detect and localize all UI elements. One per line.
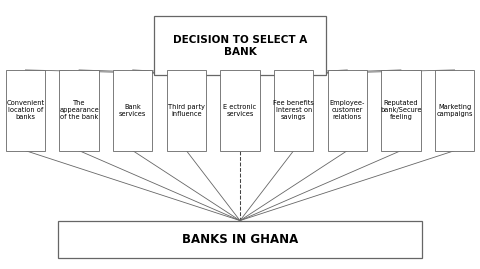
Text: Fee benefits
Interest on
savings: Fee benefits Interest on savings xyxy=(273,100,314,120)
FancyBboxPatch shape xyxy=(274,70,313,151)
Text: Bank
services: Bank services xyxy=(119,104,146,117)
FancyBboxPatch shape xyxy=(327,70,367,151)
Text: The
appearance
of the bank: The appearance of the bank xyxy=(59,100,99,120)
FancyBboxPatch shape xyxy=(220,70,260,151)
Text: Third party
influence: Third party influence xyxy=(168,104,205,117)
FancyBboxPatch shape xyxy=(381,70,420,151)
Text: Reputated
bank/Secure
feeling: Reputated bank/Secure feeling xyxy=(380,100,421,120)
Text: BANKS IN GHANA: BANKS IN GHANA xyxy=(182,233,298,246)
Text: Employee-
customer
relations: Employee- customer relations xyxy=(330,100,365,120)
Text: Marketing
campaigns: Marketing campaigns xyxy=(436,104,473,117)
FancyBboxPatch shape xyxy=(154,16,326,75)
FancyBboxPatch shape xyxy=(6,70,45,151)
FancyBboxPatch shape xyxy=(60,70,99,151)
FancyBboxPatch shape xyxy=(113,70,153,151)
FancyBboxPatch shape xyxy=(435,70,474,151)
Text: E ectronic
services: E ectronic services xyxy=(223,104,257,117)
Text: DECISION TO SELECT A
BANK: DECISION TO SELECT A BANK xyxy=(173,35,307,56)
Text: Convenient
location of
banks: Convenient location of banks xyxy=(6,100,45,120)
FancyBboxPatch shape xyxy=(167,70,206,151)
FancyBboxPatch shape xyxy=(58,221,422,258)
